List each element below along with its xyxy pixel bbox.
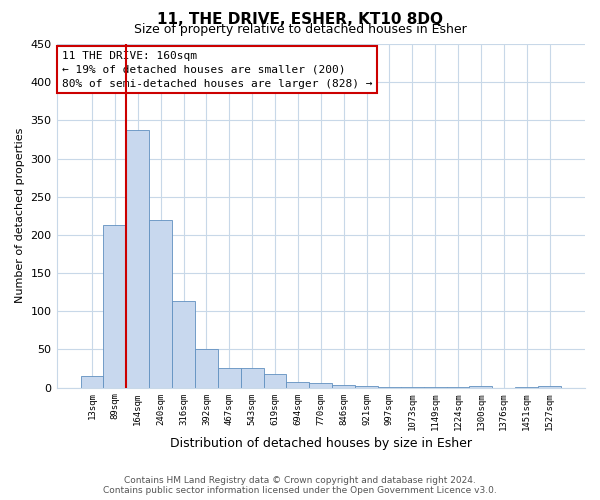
Bar	[127, 130, 149, 388]
Bar	[378, 387, 401, 388]
Text: Contains HM Land Registry data © Crown copyright and database right 2024.
Contai: Contains HM Land Registry data © Crown c…	[103, 476, 497, 495]
Bar	[263, 374, 286, 388]
Bar	[515, 387, 538, 388]
Bar	[332, 384, 355, 388]
Bar	[172, 302, 195, 388]
Bar	[286, 382, 310, 388]
Text: Size of property relative to detached houses in Esher: Size of property relative to detached ho…	[134, 22, 466, 36]
Bar	[469, 386, 493, 388]
Bar	[241, 368, 263, 388]
Bar	[218, 368, 241, 388]
Bar	[424, 387, 446, 388]
Bar	[103, 225, 127, 388]
Bar	[310, 383, 332, 388]
Bar	[149, 220, 172, 388]
X-axis label: Distribution of detached houses by size in Esher: Distribution of detached houses by size …	[170, 437, 472, 450]
Bar	[195, 350, 218, 388]
Bar	[401, 387, 424, 388]
Text: 11, THE DRIVE, ESHER, KT10 8DQ: 11, THE DRIVE, ESHER, KT10 8DQ	[157, 12, 443, 28]
Text: 11 THE DRIVE: 160sqm
← 19% of detached houses are smaller (200)
80% of semi-deta: 11 THE DRIVE: 160sqm ← 19% of detached h…	[62, 51, 373, 89]
Bar	[446, 387, 469, 388]
Bar	[538, 386, 561, 388]
Y-axis label: Number of detached properties: Number of detached properties	[15, 128, 25, 304]
Bar	[355, 386, 378, 388]
Bar	[80, 376, 103, 388]
